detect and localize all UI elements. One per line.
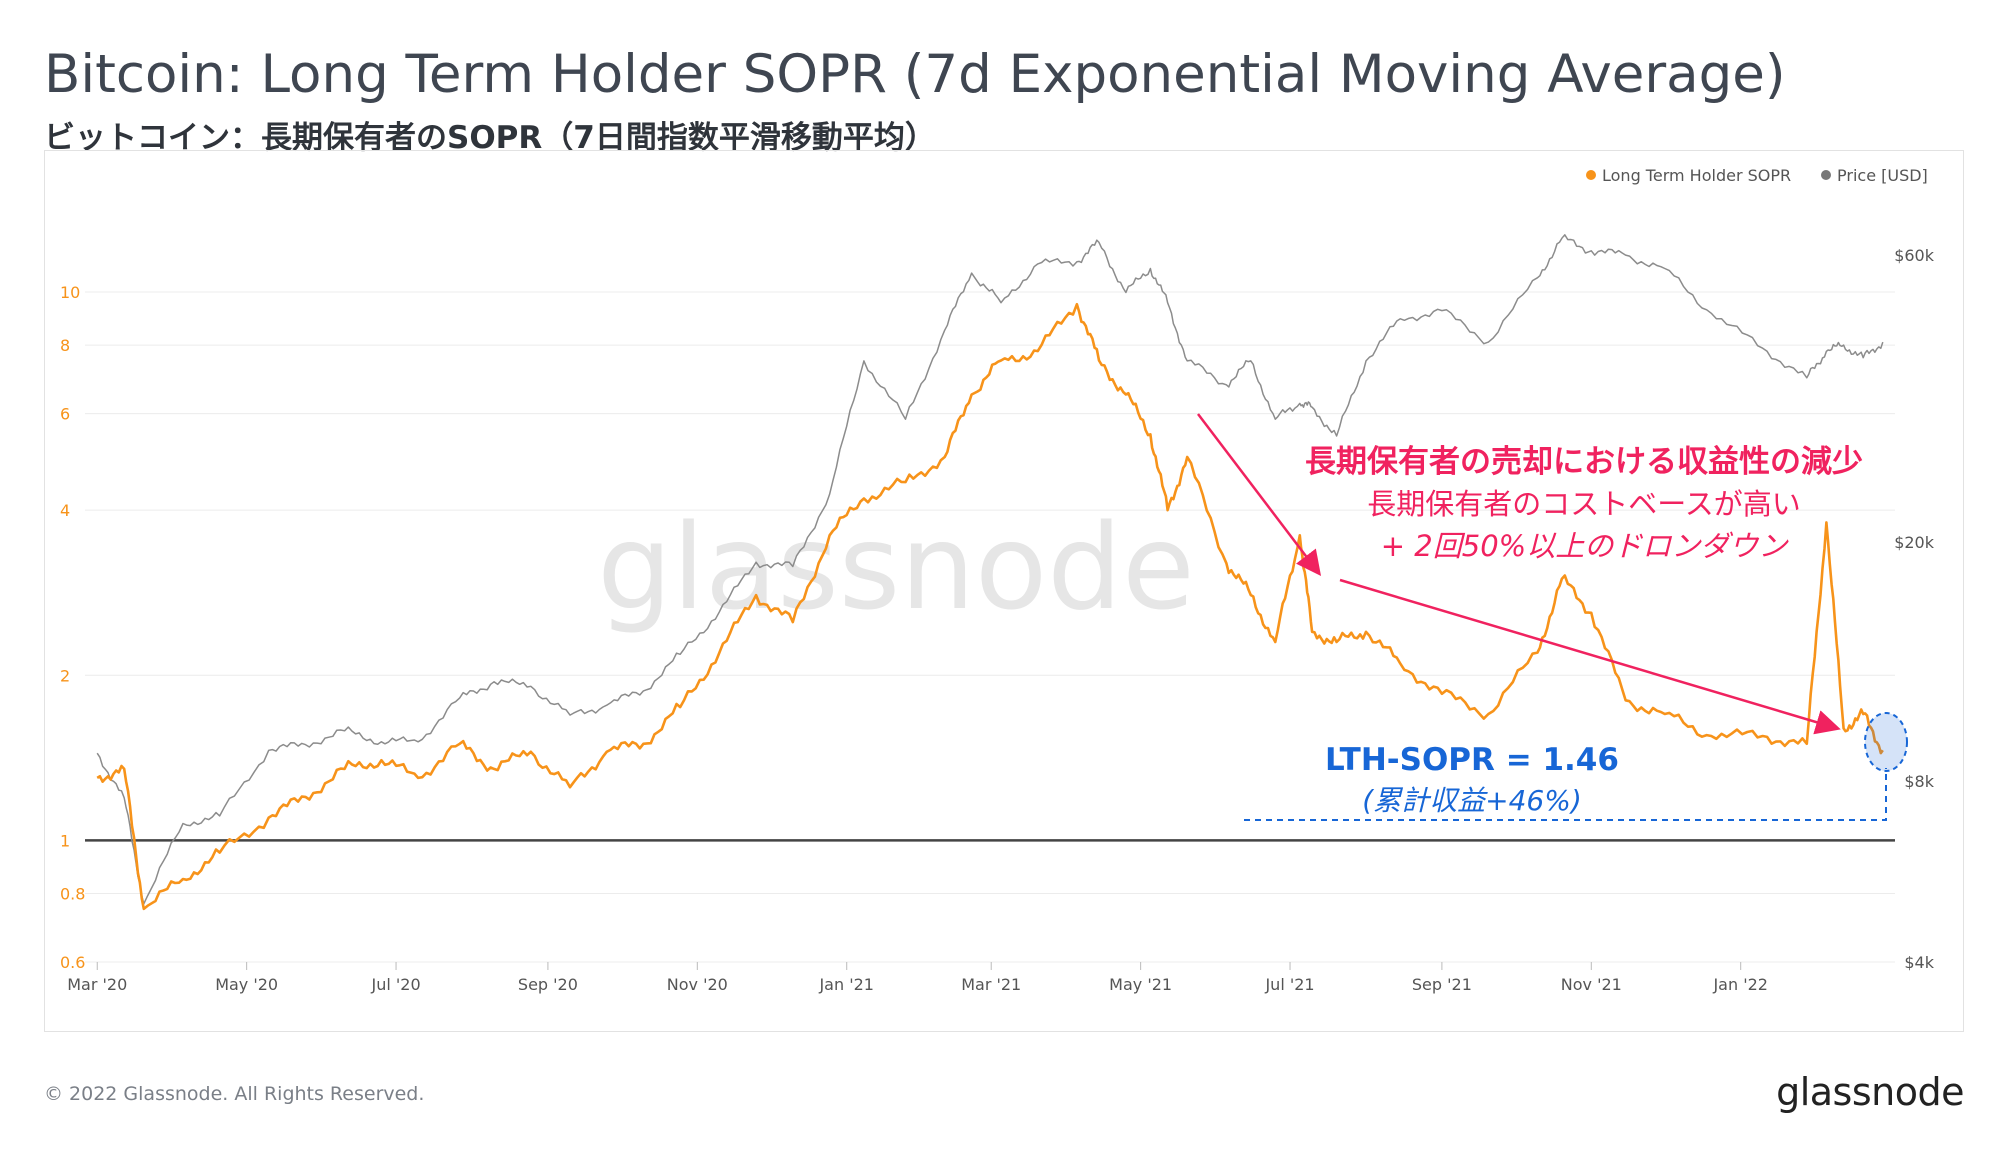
annotation-line-1: 長期保有者のコストベースが高い (1367, 487, 1801, 521)
left-axis-tick-label: 4 (60, 501, 70, 520)
metric-dashed-connector (1244, 768, 1887, 821)
x-axis-tick-label: Sep '20 (518, 975, 578, 994)
x-axis: Mar '20 May '20 Jul '20 Sep '20 Nov '20 Jan '… (67, 962, 1768, 994)
x-axis-tick-label: May '21 (1109, 975, 1172, 994)
left-axis-tick-label: 0.6 (60, 953, 85, 972)
x-axis-tick-label: Nov '20 (667, 975, 728, 994)
chart-title: Bitcoin: Long Term Holder SOPR (7d Expon… (44, 44, 1786, 105)
current-value-highlight (1864, 712, 1908, 772)
x-axis-tick-label: Jul '21 (1264, 975, 1314, 994)
legend-marker-price (1821, 170, 1831, 180)
left-axis: 0.6 0.8 1 2 4 6 8 10 (60, 283, 85, 972)
left-axis-tick-label: 0.8 (60, 884, 85, 903)
x-axis-tick-label: Jul '20 (370, 975, 420, 994)
annotation-group: 長期保有者の売却における収益性の減少 長期保有者のコストベースが高い + 2回5… (1197, 413, 1908, 821)
glassnode-logo[interactable]: glassnode (1776, 1070, 1964, 1114)
x-axis-tick-label: Jan '21 (818, 975, 874, 994)
left-axis-tick-label: 1 (60, 831, 70, 850)
x-axis-tick-label: Sep '21 (1412, 975, 1472, 994)
legend-label-price[interactable]: Price [USD] (1837, 166, 1928, 185)
x-axis-tick-label: Nov '21 (1561, 975, 1622, 994)
chart-panel (44, 150, 1964, 1032)
right-axis: $4k $8k $20k $60k (1894, 246, 1935, 972)
x-axis-tick-label: Mar '20 (67, 975, 127, 994)
price-series (96, 234, 1884, 905)
left-axis-tick-label: 8 (60, 336, 70, 355)
annotation-arrow-trend (1339, 578, 1841, 735)
copyright-footer: © 2022 Glassnode. All Rights Reserved. (44, 1083, 425, 1105)
legend-label-sopr[interactable]: Long Term Holder SOPR (1602, 166, 1791, 185)
x-axis-tick-label: Mar '21 (961, 975, 1021, 994)
right-axis-tick-label: $4k (1904, 953, 1934, 972)
annotation-arrow-decline (1197, 413, 1322, 576)
sopr-series (96, 302, 1884, 911)
series-line (96, 302, 1884, 911)
metric-value-label: LTH-SOPR = 1.46 (1325, 742, 1619, 778)
watermark-text: glassnode (597, 498, 1194, 636)
right-axis-tick-label: $60k (1894, 246, 1935, 265)
x-axis-tick-label: May '20 (215, 975, 278, 994)
x-axis-tick-label: Jan '22 (1712, 975, 1768, 994)
left-axis-tick-label: 6 (60, 405, 70, 424)
metric-note-label: (累計収益+46%) (1362, 784, 1582, 817)
legend-marker-sopr (1586, 170, 1596, 180)
legend: Long Term Holder SOPR Price [USD] (1586, 166, 1928, 185)
series-line (96, 234, 1884, 905)
annotation-line-2: + 2回50%以上のドロンダウン (1381, 529, 1789, 563)
left-axis-tick-label: 2 (60, 666, 70, 685)
right-axis-tick-label: $20k (1894, 533, 1935, 552)
annotation-headline: 長期保有者の売却における収益性の減少 (1305, 444, 1863, 480)
left-axis-tick-label: 10 (60, 283, 80, 302)
right-axis-tick-label: $8k (1904, 772, 1934, 791)
